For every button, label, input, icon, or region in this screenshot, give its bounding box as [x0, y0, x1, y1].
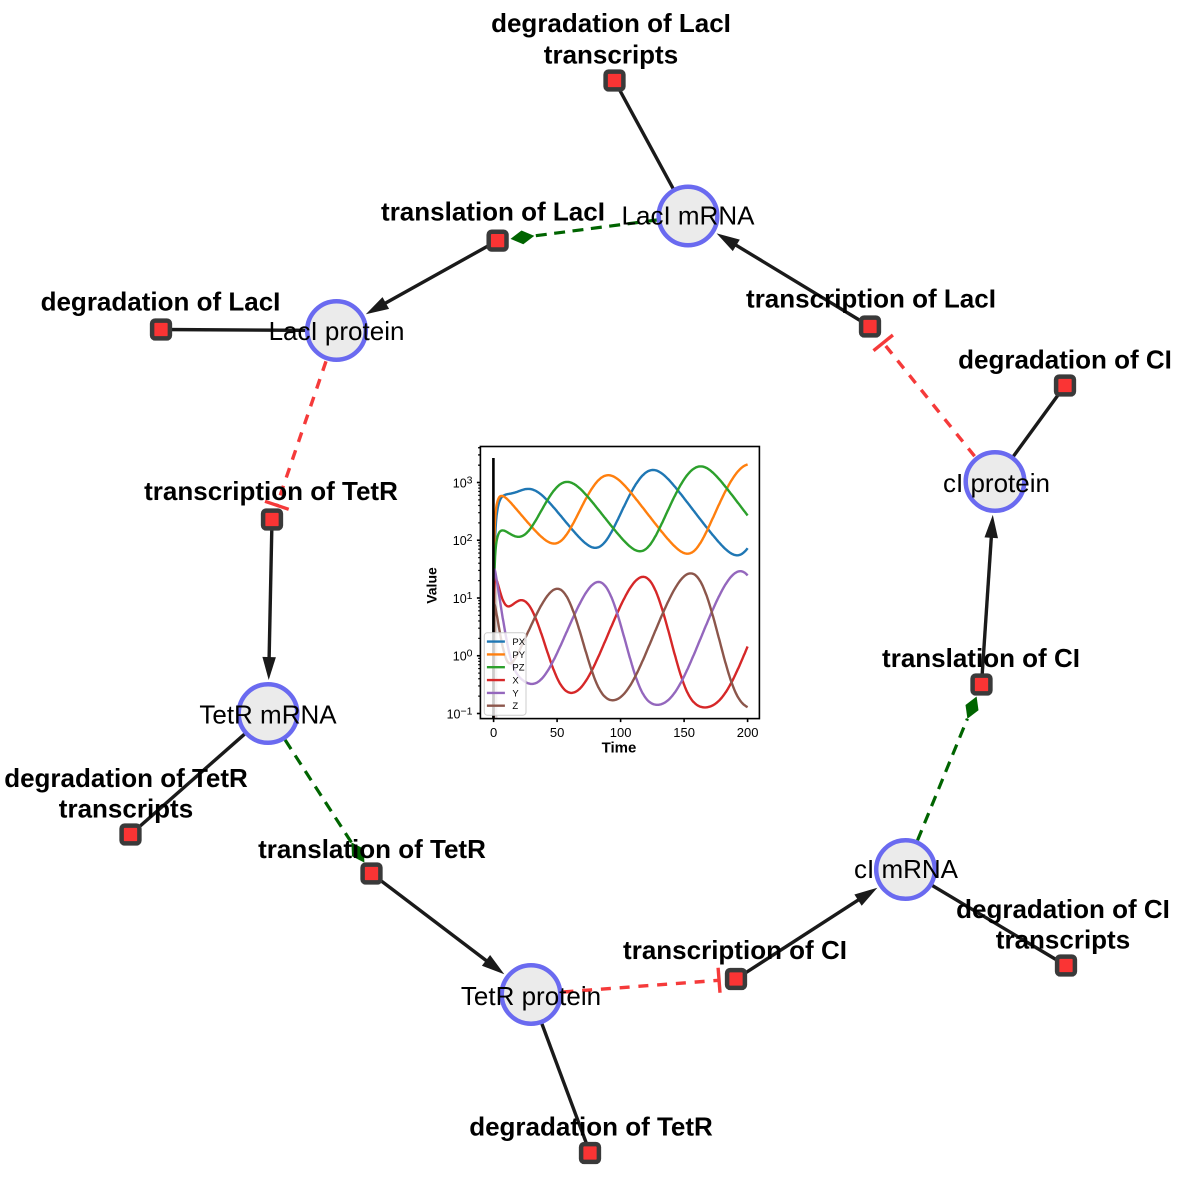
svg-text:Time: Time [602, 739, 637, 756]
svg-text:cI mRNA: cI mRNA [854, 854, 959, 884]
svg-text:Y: Y [512, 688, 519, 699]
svg-text:Value: Value [423, 567, 439, 604]
svg-text:101: 101 [453, 590, 473, 606]
svg-text:Z: Z [512, 701, 518, 712]
svg-text:103: 103 [453, 474, 473, 490]
svg-text:translation of LacI: translation of LacI [381, 197, 605, 227]
svg-text:degradation of CI: degradation of CI [958, 345, 1172, 375]
svg-text:degradation of TetR: degradation of TetR [4, 763, 248, 793]
svg-text:150: 150 [673, 725, 695, 740]
svg-text:10−1: 10−1 [447, 705, 473, 721]
svg-text:50: 50 [550, 725, 564, 740]
svg-text:degradation of CI: degradation of CI [956, 894, 1170, 924]
svg-text:degradation of TetR: degradation of TetR [469, 1112, 713, 1142]
svg-text:TetR mRNA: TetR mRNA [199, 700, 337, 730]
svg-text:PZ: PZ [512, 663, 524, 674]
svg-text:transcription of LacI: transcription of LacI [746, 284, 996, 314]
svg-text:X: X [512, 676, 519, 687]
svg-text:LacI mRNA: LacI mRNA [622, 201, 756, 231]
svg-text:translation of TetR: translation of TetR [258, 834, 486, 864]
svg-text:100: 100 [610, 725, 632, 740]
svg-text:TetR protein: TetR protein [461, 981, 601, 1011]
svg-text:transcription of CI: transcription of CI [623, 935, 847, 965]
svg-text:cI protein: cI protein [943, 468, 1050, 498]
svg-text:transcripts: transcripts [544, 40, 678, 70]
svg-text:degradation of LacI: degradation of LacI [41, 287, 281, 317]
svg-text:0: 0 [490, 725, 497, 740]
svg-text:LacI protein: LacI protein [269, 316, 405, 346]
svg-text:transcripts: transcripts [59, 794, 193, 824]
svg-text:200: 200 [737, 725, 759, 740]
svg-text:degradation of LacI: degradation of LacI [491, 8, 731, 38]
svg-text:PY: PY [512, 650, 525, 661]
svg-text:translation of CI: translation of CI [882, 643, 1080, 673]
svg-text:PX: PX [512, 637, 525, 648]
svg-text:transcription of TetR: transcription of TetR [144, 476, 398, 506]
svg-text:transcripts: transcripts [996, 925, 1130, 955]
